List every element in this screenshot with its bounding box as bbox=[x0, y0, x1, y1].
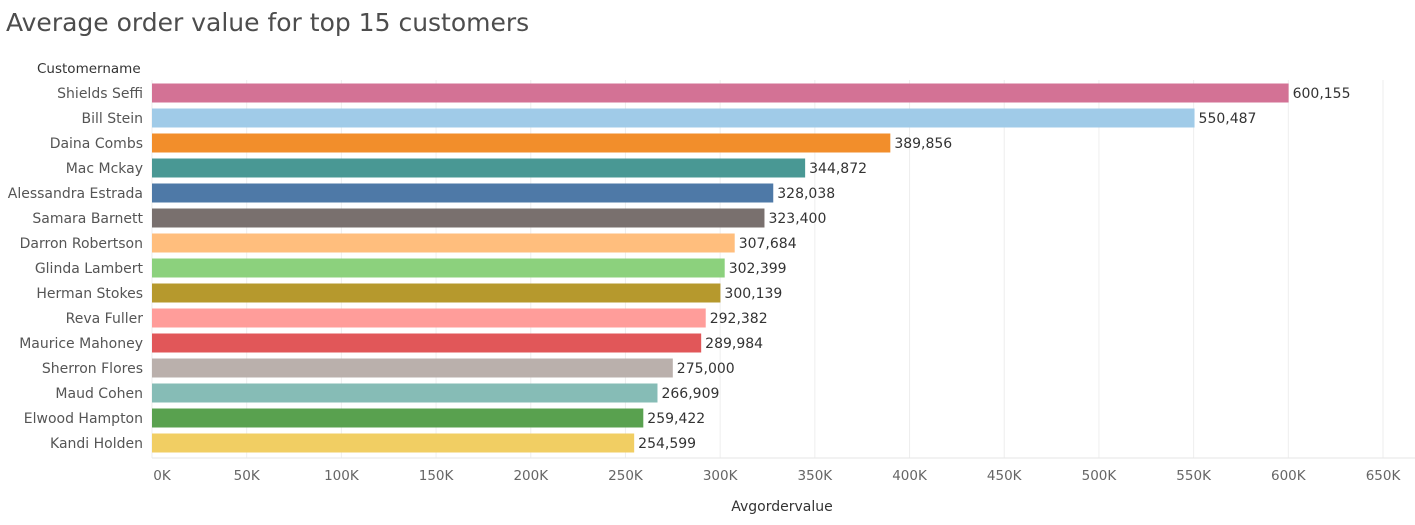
bar bbox=[152, 283, 721, 303]
category-label: Daina Combs bbox=[50, 136, 143, 152]
category-label: Darron Robertson bbox=[20, 236, 143, 252]
category-label: Reva Fuller bbox=[66, 311, 144, 327]
bar bbox=[152, 133, 891, 153]
x-tick-label: 300K bbox=[703, 468, 739, 484]
value-label: 292,382 bbox=[710, 311, 768, 327]
bar bbox=[152, 383, 658, 403]
category-label: Mac Mckay bbox=[66, 161, 143, 177]
x-tick-label: 350K bbox=[798, 468, 834, 484]
category-label: Glinda Lambert bbox=[35, 261, 144, 277]
category-labels: Shields Seffi Bill Stein Daina Combs Mac Mc… bbox=[8, 86, 144, 452]
category-label: Maurice Mahoney bbox=[19, 336, 143, 352]
value-label: 300,139 bbox=[724, 286, 782, 302]
bar bbox=[152, 433, 635, 453]
bar bbox=[152, 408, 644, 428]
x-tick-label: 600K bbox=[1271, 468, 1307, 484]
bar bbox=[152, 308, 706, 328]
x-tick-label: 100K bbox=[324, 468, 360, 484]
value-label: 600,155 bbox=[1293, 86, 1351, 102]
value-labels: 600,155 550,487 389,856 344,872 328,038 323,4… bbox=[638, 86, 1350, 452]
value-label: 266,909 bbox=[661, 386, 719, 402]
category-label: Shields Seffi bbox=[57, 86, 143, 102]
category-label: Alessandra Estrada bbox=[8, 186, 143, 202]
x-tick-label: 400K bbox=[892, 468, 928, 484]
x-tick-label: 650K bbox=[1366, 468, 1402, 484]
x-axis-title: Avgordervalue bbox=[731, 499, 833, 515]
value-label: 389,856 bbox=[894, 136, 952, 152]
value-label: 323,400 bbox=[768, 211, 826, 227]
category-label: Samara Barnett bbox=[32, 211, 143, 227]
value-label: 275,000 bbox=[677, 361, 735, 377]
bar bbox=[152, 158, 806, 178]
bar bbox=[152, 358, 673, 378]
x-tick-label: 250K bbox=[608, 468, 644, 484]
value-label: 307,684 bbox=[739, 236, 797, 252]
category-label: Maud Cohen bbox=[55, 386, 143, 402]
x-axis-ticks: 0K 50K 100K 150K 200K 250K 300K 350K 400K 450K 500… bbox=[153, 468, 1401, 484]
category-label: Herman Stokes bbox=[36, 286, 143, 302]
category-label: Sherron Flores bbox=[42, 361, 143, 377]
value-label: 289,984 bbox=[705, 336, 763, 352]
bar bbox=[152, 83, 1289, 103]
bar bbox=[152, 233, 735, 253]
value-label: 328,038 bbox=[777, 186, 835, 202]
bar bbox=[152, 108, 1195, 128]
bar bbox=[152, 208, 765, 228]
chart-title: Average order value for top 15 customers bbox=[6, 8, 530, 37]
x-tick-label: 500K bbox=[1082, 468, 1118, 484]
bar bbox=[152, 333, 702, 353]
category-label: Kandi Holden bbox=[50, 436, 143, 452]
value-label: 254,599 bbox=[638, 436, 696, 452]
category-label: Bill Stein bbox=[82, 111, 143, 127]
x-tick-label: 450K bbox=[987, 468, 1023, 484]
x-tick-label: 150K bbox=[419, 468, 455, 484]
x-tick-label: 550K bbox=[1176, 468, 1212, 484]
value-label: 344,872 bbox=[809, 161, 867, 177]
value-label: 550,487 bbox=[1199, 111, 1257, 127]
row-header: Customername bbox=[37, 61, 141, 77]
x-tick-label: 0K bbox=[153, 468, 172, 484]
value-label: 302,399 bbox=[729, 261, 787, 277]
bar bbox=[152, 183, 774, 203]
value-label: 259,422 bbox=[647, 411, 705, 427]
x-tick-label: 200K bbox=[513, 468, 549, 484]
bar bbox=[152, 258, 725, 278]
x-tick-label: 50K bbox=[234, 468, 261, 484]
bars bbox=[152, 83, 1289, 453]
category-label: Elwood Hampton bbox=[24, 411, 143, 427]
